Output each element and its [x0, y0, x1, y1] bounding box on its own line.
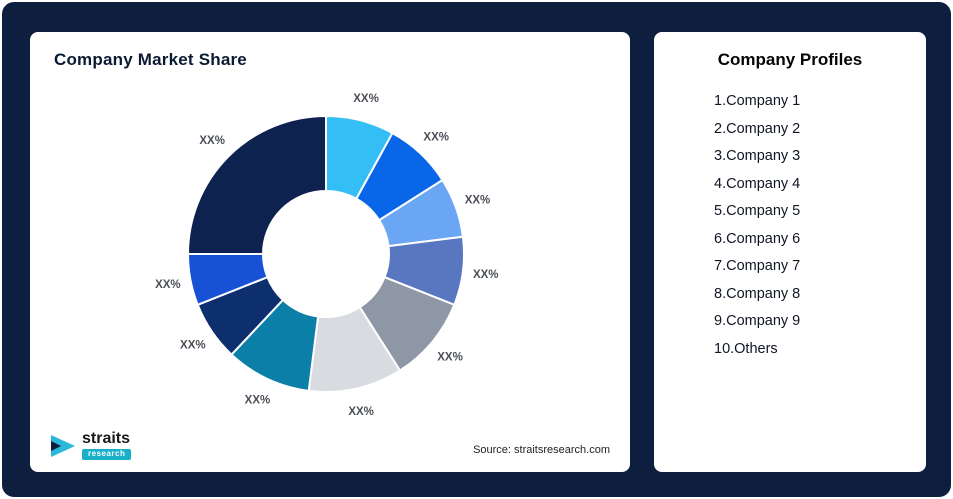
- donut-segment-label: XX%: [353, 93, 379, 105]
- profiles-title: Company Profiles: [717, 50, 863, 69]
- company-list: 1.Company 1 2.Company 2 3.Company 3 4.Compa…: [654, 88, 926, 363]
- donut-chart: XX% XX% XX% XX% XX% XX% XX% XX% XX% XX%: [155, 93, 499, 418]
- company-list-item: 9.Company 9: [714, 313, 801, 329]
- donut-segment-label: XX%: [348, 406, 374, 418]
- company-profiles-card: Company Profiles 1.Company 1 2.Company 2 3…: [654, 32, 926, 472]
- company-list-item: 10.Others: [714, 340, 778, 357]
- donut-segment-label: XX%: [465, 194, 491, 206]
- donut-segment-label: XX%: [155, 279, 181, 291]
- donut-segment-label: XX%: [245, 395, 271, 407]
- donut-segment-others[interactable]: [186, 114, 327, 255]
- company-list-item: 2.Company 2: [714, 120, 801, 137]
- company-list-item: 6.Company 6: [714, 230, 801, 247]
- company-list-item: 8.Company 8: [714, 285, 801, 302]
- donut-segment-label: XX%: [437, 352, 463, 364]
- donut-segment-label: XX%: [423, 132, 449, 144]
- logo-text: straits research: [82, 430, 132, 460]
- donut-segment-label: XX%: [199, 135, 225, 147]
- donut-segment-label: XX%: [473, 269, 499, 281]
- straits-research-logo: straits research: [50, 430, 132, 460]
- company-list-item: 7.Company 7: [714, 258, 801, 274]
- company-list-item: 3.Company 3: [714, 148, 801, 164]
- company-list-item: 4.Company 4: [714, 175, 801, 192]
- company-list-item: 1.Company 1: [714, 93, 801, 109]
- straits-logo-icon: [51, 434, 75, 457]
- donut-segment-label: XX%: [180, 339, 206, 351]
- logo-subtitle: research: [82, 449, 132, 460]
- source-attribution: Source: straitsresearch.com: [473, 444, 610, 456]
- chart-title: Company Market Share: [54, 50, 247, 69]
- market-share-card: Company Market Share XX% XX% XX% XX% XX% XX% X…: [30, 32, 630, 472]
- company-list-item: 5.Company 5: [714, 203, 801, 219]
- logo-title: straits: [82, 430, 131, 447]
